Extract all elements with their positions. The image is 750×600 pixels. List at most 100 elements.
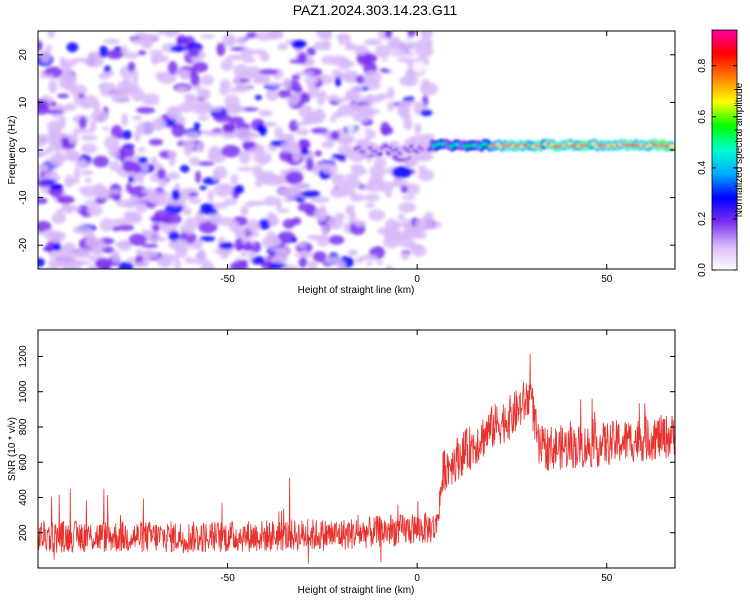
heatmap-cell bbox=[380, 121, 391, 136]
heatmap-cell bbox=[333, 97, 350, 103]
colorbar: 0.0 0.2 0.4 0.6 0.8 Normalized spectral ampl… bbox=[697, 29, 745, 277]
heatmap-cell bbox=[149, 49, 163, 56]
heatmap-cell bbox=[132, 69, 139, 84]
colorbar-tick-label: 0.0 bbox=[697, 263, 708, 277]
heatmap-cell bbox=[329, 116, 336, 123]
heatmap-cell bbox=[406, 72, 414, 86]
heatmap-cell bbox=[233, 128, 254, 139]
snr-panel: -50 0 50 200 400 600 800 1000 1200 Height of st… bbox=[7, 329, 676, 596]
heatmap-cell bbox=[81, 143, 98, 154]
heatmap-cell bbox=[183, 93, 197, 101]
heatmap-cell bbox=[59, 81, 76, 90]
heatmap-cell bbox=[306, 57, 314, 67]
heatmap-cell bbox=[391, 166, 412, 179]
heatmap-cell bbox=[385, 265, 394, 269]
heatmap-cell bbox=[247, 250, 256, 260]
heatmap-cell bbox=[38, 197, 48, 205]
colorbar-ticks: 0.0 0.2 0.4 0.6 0.8 bbox=[697, 58, 737, 277]
heatmap-cell bbox=[148, 138, 164, 146]
heatmap-cell bbox=[119, 145, 135, 159]
heatmap-cell bbox=[57, 195, 75, 205]
heatmap-cell bbox=[245, 31, 259, 39]
heatmap-cell bbox=[173, 259, 181, 269]
heatmap-cell bbox=[362, 184, 374, 191]
heatmap-cell bbox=[404, 159, 416, 168]
heatmap-cell bbox=[354, 257, 364, 264]
heatmap-cell bbox=[38, 99, 50, 111]
heatmap-cell bbox=[347, 249, 358, 256]
heatmap-cell bbox=[321, 141, 335, 149]
heatmap-cell bbox=[366, 261, 374, 266]
heatmap-cell bbox=[242, 141, 256, 149]
heatmap-cell bbox=[420, 109, 433, 117]
heatmap-cell bbox=[387, 101, 395, 112]
heatmap-cell bbox=[118, 261, 134, 269]
heatmap-cell bbox=[355, 75, 366, 84]
heatmap-cell bbox=[363, 193, 380, 202]
heatmap-cell bbox=[52, 136, 62, 144]
heatmap-cell bbox=[137, 50, 147, 56]
heatmap-cell bbox=[293, 86, 303, 94]
heatmap-cell bbox=[103, 136, 120, 150]
heatmap-cell bbox=[385, 189, 392, 198]
heatmap-cell bbox=[59, 56, 67, 68]
heatmap-cell bbox=[400, 185, 408, 194]
heatmap-cell bbox=[374, 157, 387, 168]
heatmap-cell bbox=[267, 237, 281, 243]
heatmap-cell bbox=[125, 51, 139, 60]
heatmap-cell bbox=[155, 71, 165, 80]
heatmap-cell bbox=[377, 227, 392, 236]
heatmap-cell bbox=[47, 189, 56, 195]
spectrogram-x-tick-label: 0 bbox=[414, 274, 420, 285]
heatmap-cell bbox=[68, 133, 79, 144]
heatmap-cell bbox=[299, 92, 311, 104]
snr-y-label: SNR (10 * v/v) bbox=[7, 417, 18, 481]
heatmap-cell bbox=[256, 123, 267, 132]
heatmap-cell bbox=[277, 43, 289, 51]
spectrogram-y-tick-label: 10 bbox=[18, 96, 29, 108]
heatmap-cell bbox=[175, 247, 188, 258]
heatmap-cell bbox=[353, 220, 367, 227]
heatmap-cell bbox=[412, 60, 426, 73]
heatmap-cell bbox=[192, 258, 211, 265]
heatmap-cell bbox=[290, 39, 307, 48]
heatmap-cell bbox=[156, 31, 164, 35]
heatmap-cell bbox=[64, 174, 75, 188]
heatmap-cell bbox=[143, 252, 150, 267]
heatmap-cell bbox=[74, 252, 93, 259]
heatmap-cell bbox=[343, 173, 360, 180]
heatmap-cell bbox=[66, 42, 79, 53]
heatmap-cell bbox=[65, 206, 73, 214]
heatmap-cell bbox=[415, 217, 434, 231]
heatmap-cell bbox=[92, 155, 110, 168]
heatmap-cell bbox=[190, 56, 202, 63]
snr-series-line bbox=[38, 353, 675, 564]
heatmap-cell bbox=[167, 150, 176, 156]
heatmap-cell bbox=[356, 51, 372, 66]
heatmap-cell bbox=[39, 179, 57, 184]
heatmap-cell bbox=[406, 31, 417, 38]
heatmap-cell bbox=[91, 245, 101, 256]
heatmap-cell bbox=[103, 65, 112, 73]
heatmap-cell bbox=[44, 109, 64, 114]
heatmap-cell bbox=[116, 134, 124, 139]
heatmap-cell bbox=[401, 195, 416, 200]
spectrogram-y-ticks: -20 -10 0 10 20 bbox=[18, 49, 675, 252]
heatmap-cell bbox=[72, 225, 93, 235]
heatmap-cell bbox=[254, 94, 263, 101]
heatmap-cell bbox=[58, 255, 77, 269]
heatmap-cell bbox=[295, 121, 311, 126]
heatmap-cell bbox=[132, 162, 140, 174]
heatmap-cell bbox=[117, 239, 132, 252]
heatmap-cell bbox=[382, 236, 402, 249]
heatmap-cell bbox=[50, 183, 64, 191]
spectrogram-x-ticks: -50 0 50 bbox=[220, 31, 613, 285]
spectrogram-heatmap bbox=[38, 31, 675, 269]
chart-title: PAZ1.2024.303.14.23.G11 bbox=[293, 2, 458, 18]
snr-x-tick-label: 50 bbox=[601, 573, 613, 584]
heatmap-band-core bbox=[376, 151, 383, 156]
heatmap-cell bbox=[253, 74, 261, 81]
heatmap-cell bbox=[414, 122, 422, 135]
heatmap-cell bbox=[321, 224, 328, 239]
heatmap-cell bbox=[188, 46, 200, 59]
